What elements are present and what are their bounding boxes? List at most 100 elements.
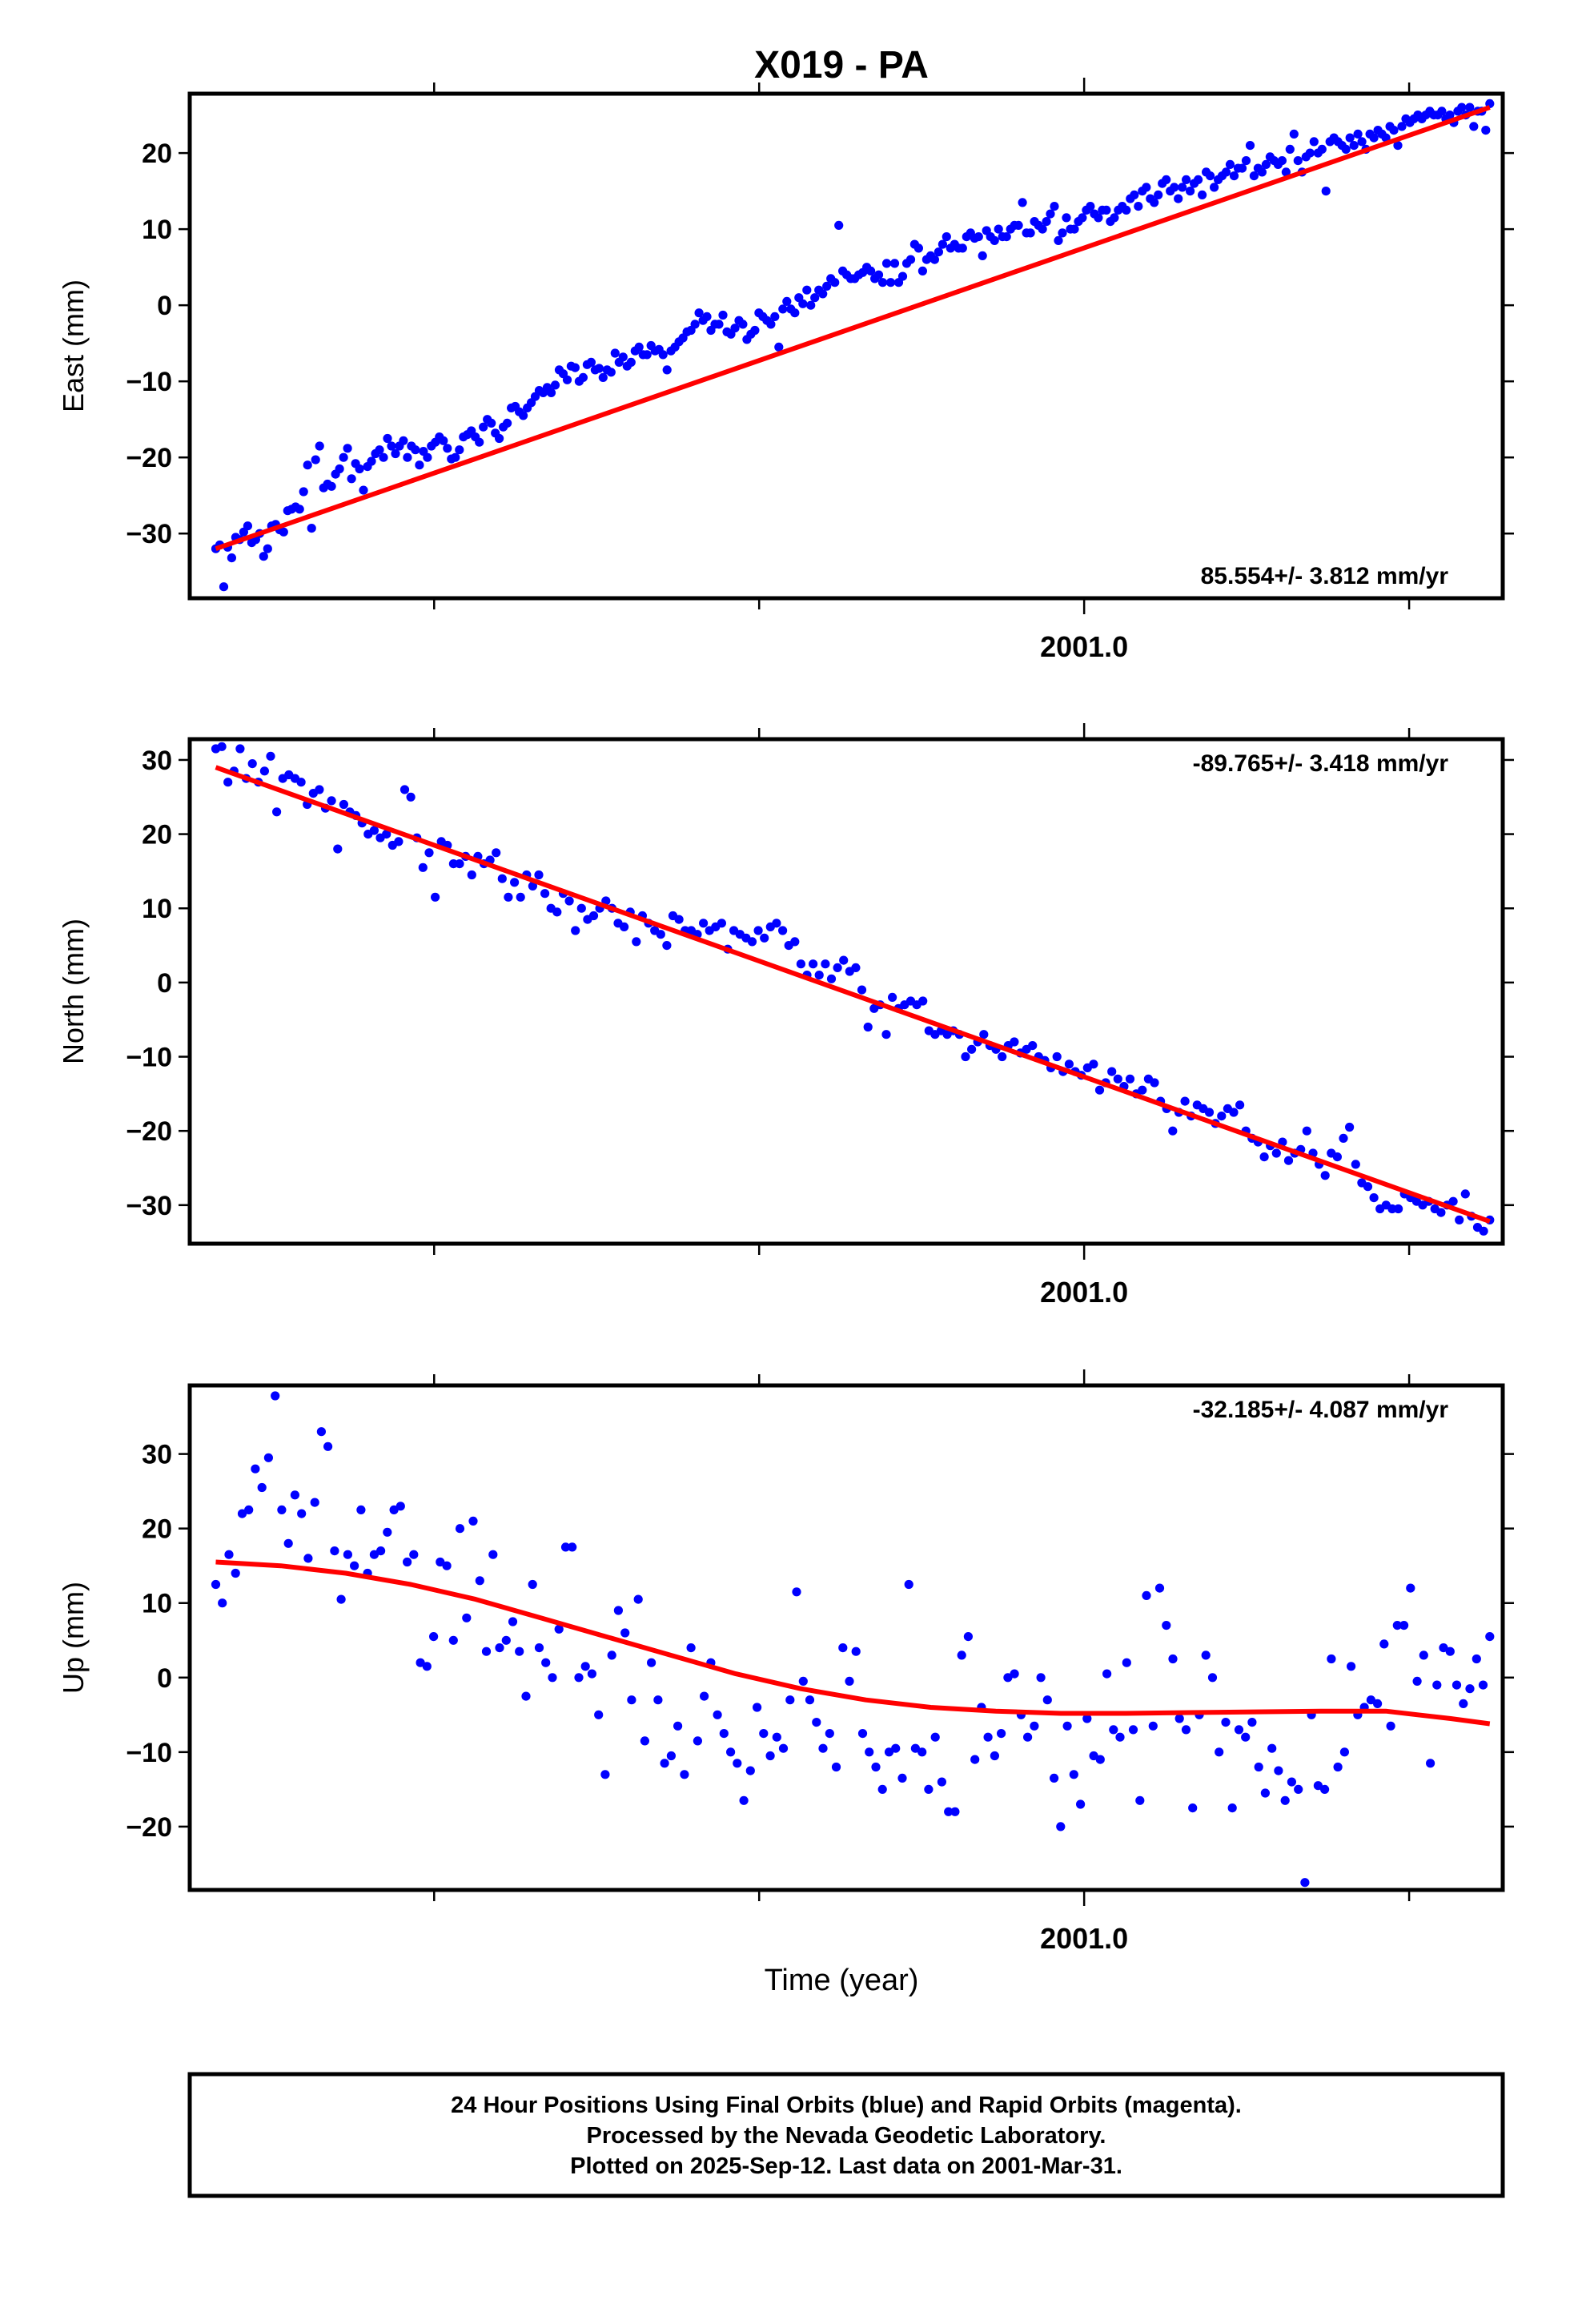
up-data-point <box>1227 1803 1237 1813</box>
up-data-point <box>257 1482 267 1493</box>
up-data-point <box>1062 1721 1072 1731</box>
east-data-point <box>1014 220 1023 230</box>
north-data-point <box>772 919 781 928</box>
east-data-point <box>1162 175 1171 184</box>
north-data-point <box>760 933 769 943</box>
north-data-point <box>394 837 404 846</box>
north-data-point <box>223 778 233 787</box>
up-data-point <box>1241 1732 1251 1742</box>
up-data-point <box>1366 1695 1375 1705</box>
east-data-point <box>1154 190 1163 199</box>
north-data-point <box>961 1051 970 1062</box>
east-data-point <box>1345 133 1355 143</box>
east-data-point <box>1357 137 1367 147</box>
east-data-point <box>307 524 316 533</box>
north-plot-frame <box>187 737 1505 1246</box>
east-data-point <box>1397 122 1407 131</box>
up-data-point <box>904 1579 913 1590</box>
east-data-point <box>1038 224 1047 234</box>
north-data-point <box>1302 1126 1311 1136</box>
east-data-point <box>391 448 400 459</box>
up-data-point <box>1452 1680 1462 1690</box>
up-y-axis-label: Up (mm) <box>57 1582 90 1694</box>
east-data-point <box>219 582 229 592</box>
east-data-point <box>1186 187 1195 196</box>
east-data-point <box>642 350 652 360</box>
north-fit-line <box>215 765 1491 1224</box>
north-data-point <box>1332 1152 1342 1162</box>
north-data-point <box>1010 1037 1019 1047</box>
up-data-point <box>1135 1795 1145 1805</box>
up-data-point <box>1247 1718 1257 1727</box>
east-data-point <box>311 455 320 464</box>
east-data-point <box>475 437 484 447</box>
east-data-point <box>1058 228 1067 238</box>
up-data-point <box>1010 1669 1019 1679</box>
east-data-point <box>958 243 967 253</box>
east-data-point <box>662 365 672 375</box>
up-data-point <box>798 1676 808 1686</box>
east-data-point <box>694 308 704 318</box>
north-y-tick-label: 30 <box>142 746 172 776</box>
north-data-point <box>540 889 550 899</box>
east-data-point <box>1317 144 1327 154</box>
up-data-point <box>1392 1621 1402 1630</box>
east-data-point <box>778 304 788 314</box>
east-data-point <box>562 375 572 384</box>
north-data-point <box>315 785 324 794</box>
up-data-point <box>1207 1673 1218 1683</box>
up-data-point <box>297 1509 307 1518</box>
east-data-point <box>1393 141 1403 151</box>
east-data-point <box>1261 159 1271 169</box>
up-y-tick-label: 20 <box>142 1514 172 1545</box>
east-data-point <box>1245 141 1255 151</box>
up-data-point <box>1379 1639 1389 1649</box>
up-data-point <box>1174 1714 1184 1723</box>
east-data-point <box>546 388 556 397</box>
east-data-point <box>1206 171 1215 181</box>
up-data-point <box>310 1498 319 1507</box>
east-data-point <box>299 487 308 497</box>
up-data-point <box>1313 1781 1323 1791</box>
up-data-point <box>1399 1621 1409 1630</box>
north-data-point <box>406 792 416 802</box>
up-data-point <box>1102 1669 1112 1679</box>
north-data-point <box>296 778 306 787</box>
up-data-point <box>1485 1632 1495 1642</box>
east-data-point <box>610 348 620 358</box>
north-data-point <box>400 785 410 794</box>
up-data-point <box>851 1647 861 1656</box>
east-data-point <box>802 285 812 295</box>
up-data-point <box>442 1561 452 1570</box>
up-data-point <box>396 1502 405 1511</box>
north-data-point <box>1460 1189 1470 1199</box>
north-data-point <box>790 937 800 947</box>
up-data-point <box>1419 1651 1428 1660</box>
east-data-point <box>834 220 844 230</box>
north-data-point <box>674 915 684 924</box>
east-data-point <box>1353 129 1363 139</box>
north-data-point <box>699 919 709 928</box>
up-data-point <box>277 1505 287 1514</box>
north-data-point <box>1180 1096 1190 1106</box>
up-data-point <box>884 1747 894 1757</box>
east-data-point <box>1309 137 1319 147</box>
up-data-point <box>323 1441 333 1451</box>
east-data-point <box>383 433 392 444</box>
east-data-point <box>387 441 396 451</box>
north-data-point <box>809 959 818 969</box>
up-data-point <box>1030 1721 1039 1731</box>
east-data-point <box>327 481 336 491</box>
north-data-point <box>717 919 727 928</box>
up-data-point <box>1339 1747 1349 1757</box>
east-data-point <box>1102 205 1111 215</box>
up-data-point <box>1142 1590 1151 1600</box>
east-data-point <box>411 445 420 455</box>
up-data-point <box>237 1509 247 1518</box>
up-y-tick-label: 0 <box>157 1663 172 1694</box>
north-data-point <box>327 796 336 806</box>
east-y-tick-label: 0 <box>157 291 172 321</box>
up-data-point <box>792 1587 801 1597</box>
up-data-point <box>350 1561 359 1570</box>
north-data-point <box>467 870 476 880</box>
